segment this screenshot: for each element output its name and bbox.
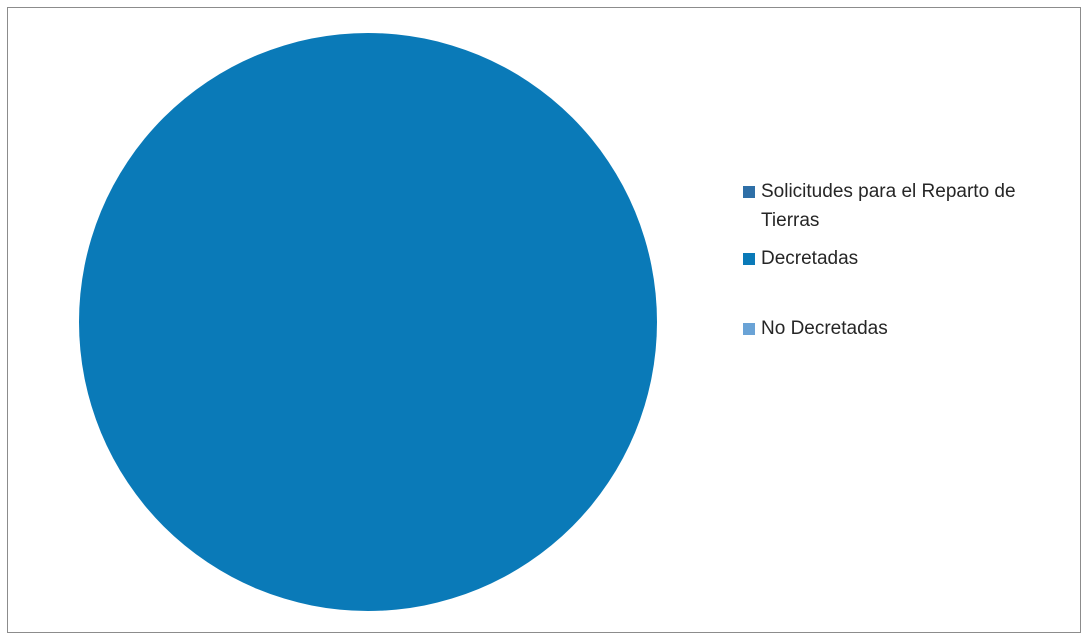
legend-label-decretadas: Decretadas [761,248,859,269]
legend-item-solicitudes: Solicitudes para el Reparto de Tierras [743,177,1076,235]
legend-swatch-no-decretadas [743,323,755,335]
legend-swatch-decretadas [743,253,755,265]
pie-slice-decretadas [79,33,657,611]
legend-label-solicitudes: Solicitudes para el Reparto de Tierras [761,181,1016,231]
legend-item-no-decretadas: No Decretadas [743,314,1076,343]
legend-swatch-solicitudes [743,186,755,198]
legend-label-no-decretadas: No Decretadas [761,318,888,339]
pie-slices [79,33,657,611]
legend-item-decretadas: Decretadas [743,244,1076,273]
